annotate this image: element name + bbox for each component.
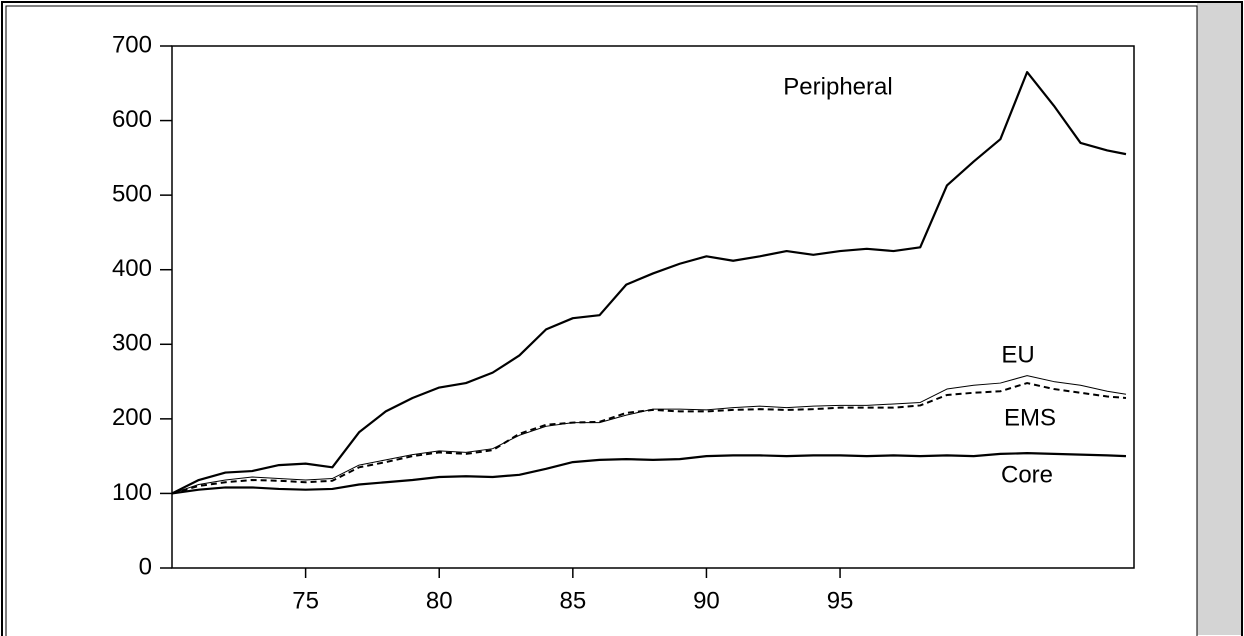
series-line xyxy=(171,382,1127,495)
side-panel xyxy=(1197,3,1241,635)
x-tick-label: 80 xyxy=(426,587,453,614)
plot-frame xyxy=(171,45,1135,569)
series-label: EU xyxy=(1001,341,1034,368)
y-tick-label: 400 xyxy=(112,255,152,282)
series-line xyxy=(171,71,1127,495)
y-tick-label: 100 xyxy=(112,479,152,506)
y-tick-label: 600 xyxy=(112,106,152,133)
x-tick-label: 85 xyxy=(559,587,586,614)
y-tick-label: 500 xyxy=(112,180,152,207)
y-tick-label: 700 xyxy=(112,31,152,58)
y-tick-label: 200 xyxy=(112,404,152,431)
x-tick-label: 95 xyxy=(827,587,854,614)
series-line xyxy=(171,452,1127,495)
series-line xyxy=(171,375,1127,494)
series-label: EMS xyxy=(1004,404,1056,431)
x-tick-label: 75 xyxy=(292,587,319,614)
series-label: Peripheral xyxy=(783,73,892,100)
y-tick-label: 300 xyxy=(112,330,152,357)
y-tick-label: 0 xyxy=(139,553,152,580)
x-tick-label: 90 xyxy=(693,587,720,614)
inner-frame xyxy=(5,5,1198,636)
series-label: Core xyxy=(1001,461,1053,488)
